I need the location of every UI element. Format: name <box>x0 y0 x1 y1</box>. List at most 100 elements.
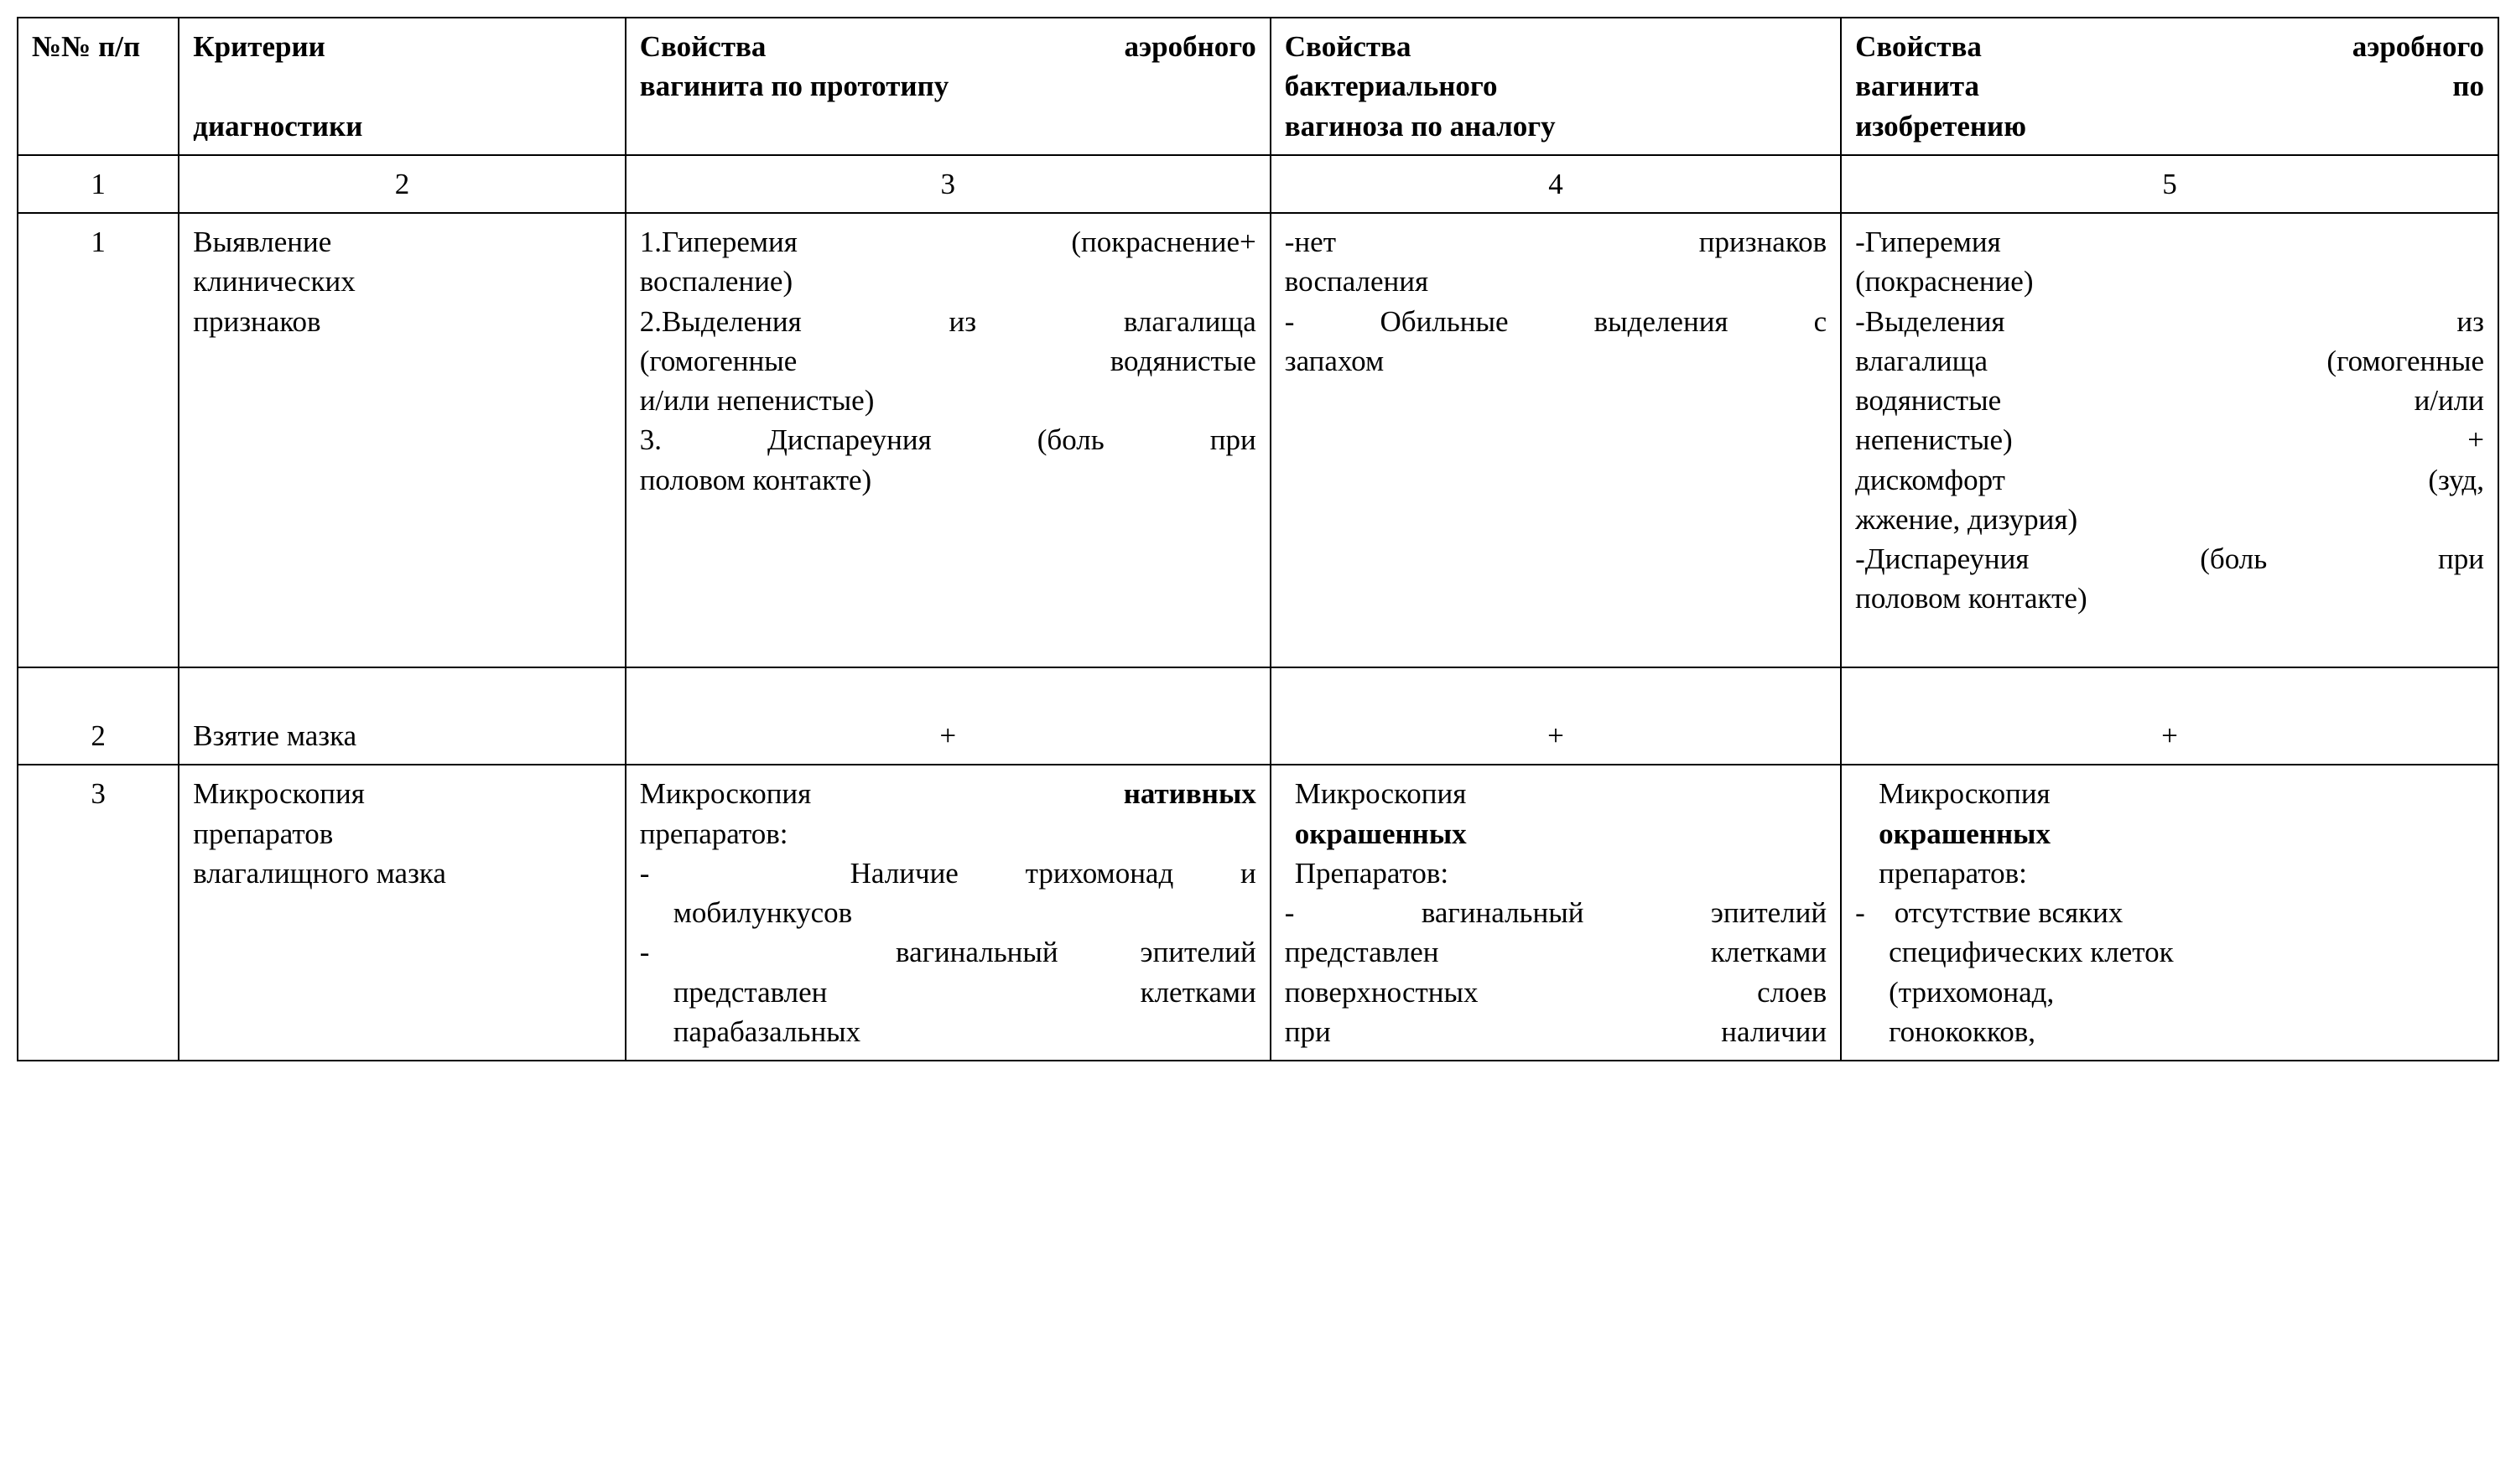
row1-c3-l2: воспаление) <box>640 262 1256 301</box>
row2-col3: + <box>626 667 1271 765</box>
row2-criteria: Взятие мазка <box>179 667 625 765</box>
row3-c3-l1a: Микроскопия <box>640 777 812 810</box>
table-number-row: 1 2 3 4 5 <box>18 155 2498 213</box>
row2-c3-text: + <box>939 719 956 752</box>
header-col5: Свойства аэробного вагинита по изобретен… <box>1841 18 2498 155</box>
row3-c3-l1b: нативных <box>1124 777 1256 810</box>
row2-crit-text: Взятие мазка <box>193 719 356 752</box>
row3-c4-l4: - вагинальный эпителий <box>1285 893 1827 932</box>
header-col5-l2: вагинита по <box>1855 66 2484 106</box>
comparison-table: №№ п/п Критерии диагностики Свойства аэр… <box>17 17 2499 1061</box>
row1-c5-l9: -Диспареуния (боль при <box>1855 539 2484 579</box>
row3-c3-l5a: - <box>640 936 650 968</box>
row3-c5-l1: Микроскопия <box>1879 774 2484 813</box>
row1-num: 1 <box>18 213 179 667</box>
row1-col3: 1.Гиперемия (покраснение+ воспаление) 2.… <box>626 213 1271 667</box>
numrow-c2: 2 <box>179 155 625 213</box>
header-col3-l1: Свойства аэробного <box>640 27 1256 66</box>
row3-c5-l3: препаратов: <box>1879 854 2484 893</box>
row3-col3: Микроскопия нативных препаратов: - Налич… <box>626 765 1271 1061</box>
table-row: 3 Микроскопия препаратов влагалищного ма… <box>18 765 2498 1061</box>
row3-c5-l6: (трихомонад, <box>1889 973 2484 1012</box>
comparison-table-container: №№ п/п Критерии диагностики Свойства аэр… <box>17 17 2499 1061</box>
row3-c3-l1: Микроскопия нативных <box>640 774 1256 813</box>
row3-c3-l5: - вагинальный эпителий <box>640 932 1256 972</box>
row2-col4: + <box>1271 667 1841 765</box>
row3-col5: Микроскопия окрашенных препаратов: - отс… <box>1841 765 2498 1061</box>
row1-c4-l2: воспаления <box>1285 262 1827 301</box>
row1-c4-l3: - Обильные выделения с <box>1285 302 1827 341</box>
table-row: 2 Взятие мазка + + + <box>18 667 2498 765</box>
row3-crit-l3: влагалищного мазка <box>193 857 446 890</box>
row3-c4-l2: окрашенных <box>1295 814 1827 854</box>
row3-c4-l6: поверхностных слоев <box>1285 973 1827 1012</box>
row3-criteria: Микроскопия препаратов влагалищного мазк… <box>179 765 625 1061</box>
row3-c3-l4: мобилункусов <box>673 893 1256 932</box>
row3-c4-l5: представлен клетками <box>1285 932 1827 972</box>
row3-c4-l3: Препаратов: <box>1295 854 1827 893</box>
row1-c3-l5: и/или непенистые) <box>640 381 1256 420</box>
row1-c5-l10: половом контакте) <box>1855 579 2484 618</box>
row1-c5-l4: влагалища (гомогенные <box>1855 341 2484 381</box>
row2-col5: + <box>1841 667 2498 765</box>
header-col2: Критерии диагностики <box>179 18 625 155</box>
row3-c3-l3a: - <box>640 857 650 890</box>
header-col1: №№ п/п <box>18 18 179 155</box>
row1-c5-l8: жжение, дизурия) <box>1855 500 2484 539</box>
row3-crit-l2: препаратов <box>193 817 333 850</box>
row3-c3-l3b: Наличие трихомонад и <box>850 857 1256 890</box>
row1-c5-l1: -Гиперемия <box>1855 222 2484 262</box>
row2-num: 2 <box>18 667 179 765</box>
row2-c5-text: + <box>2161 719 2178 752</box>
row1-c3-l1: 1.Гиперемия (покраснение+ <box>640 222 1256 262</box>
header-col5-l1: Свойства аэробного <box>1855 27 2484 66</box>
header-col2-l1: Критерии <box>193 30 325 63</box>
numrow-c3: 3 <box>626 155 1271 213</box>
row3-c5-l2: окрашенных <box>1879 814 2484 854</box>
row3-crit-l1: Микроскопия <box>193 777 365 810</box>
row3-c4-l1: Микроскопия <box>1295 774 1827 813</box>
row3-c3-l2: препаратов: <box>640 814 1256 854</box>
numrow-c5: 5 <box>1841 155 2498 213</box>
row3-c4-l7: при наличии <box>1285 1012 1827 1051</box>
row2-num-text: 2 <box>91 719 106 752</box>
header-col1-text: №№ п/п <box>32 30 140 63</box>
header-col5-l3: изобретению <box>1855 106 2484 146</box>
row3-c3-l6: представлен клетками <box>673 973 1256 1012</box>
row1-crit-l3: признаков <box>193 305 320 338</box>
header-col4-l2: бактериального <box>1285 70 1498 102</box>
row3-c5-l4a: - <box>1855 896 1865 929</box>
row3-num: 3 <box>18 765 179 1061</box>
row1-c4-l1: -нет признаков <box>1285 222 1827 262</box>
row3-c3-l3: - Наличие трихомонад и <box>640 854 1256 893</box>
row1-c3-l3: 2.Выделения из влагалища <box>640 302 1256 341</box>
row1-c5-l5: водянистые и/или <box>1855 381 2484 420</box>
row1-c5-l2: (покраснение) <box>1855 262 2484 301</box>
row3-c5-l7: гонококков, <box>1889 1012 2484 1051</box>
row3-c5-l5: специфических клеток <box>1889 932 2484 972</box>
row1-c5-l3: -Выделения из <box>1855 302 2484 341</box>
row1-c5-l6: непенистые) + <box>1855 420 2484 459</box>
row1-c5-l7: дискомфорт (зуд, <box>1855 460 2484 500</box>
numrow-c1: 1 <box>18 155 179 213</box>
header-col2-l2: диагностики <box>193 110 362 143</box>
row1-c4-l4: запахом <box>1285 341 1827 381</box>
row1-c3-l7: половом контакте) <box>640 460 1256 500</box>
row1-col5: -Гиперемия (покраснение) -Выделения из в… <box>1841 213 2498 667</box>
header-col3: Свойства аэробного вагинита по прототипу <box>626 18 1271 155</box>
row1-criteria: Выявление клинических признаков <box>179 213 625 667</box>
row3-c3-l5b: вагинальный эпителий <box>896 936 1256 968</box>
table-row: 1 Выявление клинических признаков 1.Гипе… <box>18 213 2498 667</box>
row3-c5-l4: - отсутствие всяких <box>1855 893 2484 932</box>
table-header-row: №№ п/п Критерии диагностики Свойства аэр… <box>18 18 2498 155</box>
header-col4-l3: вагиноза по аналогу <box>1285 110 1556 143</box>
row2-c4-text: + <box>1547 719 1564 752</box>
row1-crit-l2: клинических <box>193 265 355 298</box>
row3-c3-l7: парабазальных <box>673 1012 1256 1051</box>
header-col3-l2: вагинита по прототипу <box>640 66 1256 106</box>
row3-c5-l4b: отсутствие всяких <box>1895 896 2124 929</box>
header-col4-l1: Свойства <box>1285 30 1411 63</box>
row1-c3-l4: (гомогенные водянистые <box>640 341 1256 381</box>
row3-col4: Микроскопия окрашенных Препаратов: - ваг… <box>1271 765 1841 1061</box>
row1-c3-l6: 3. Диспареуния (боль при <box>640 420 1256 459</box>
